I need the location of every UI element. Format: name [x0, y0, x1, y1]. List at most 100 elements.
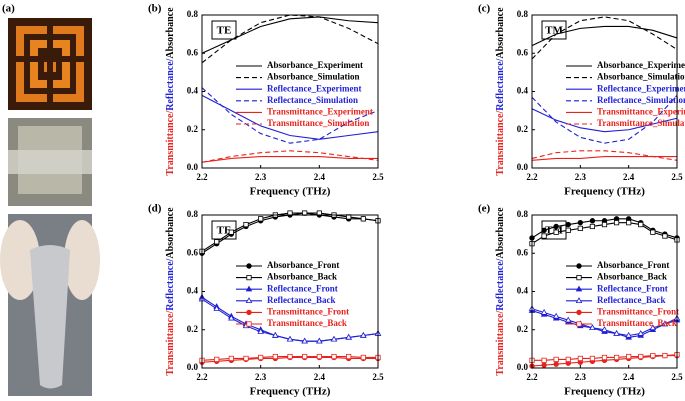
marker — [541, 233, 547, 239]
marker — [541, 227, 547, 233]
x-tick-label: 2.4 — [314, 172, 326, 182]
legend-label: Absorbance_Simulation — [267, 72, 360, 82]
y-tick-label: 0.0 — [187, 162, 199, 172]
legend-label: Transmittance_Front — [597, 306, 679, 316]
y-axis-label-part: Reflectance/ — [495, 258, 506, 310]
series-line — [201, 150, 379, 163]
legend-label: Transmittance_Experiment — [597, 106, 685, 116]
legend-label: Absorbance_Simulation — [597, 72, 685, 82]
marker — [638, 221, 644, 228]
marker — [576, 309, 582, 316]
panel-label: (b) — [148, 3, 162, 15]
y-axis-label: Transmittance/Reflectance/Absorbance — [495, 7, 506, 176]
marker — [613, 354, 620, 361]
y-tick-label: 0.4 — [187, 86, 199, 96]
marker — [213, 305, 220, 311]
series-line — [201, 87, 379, 144]
y-tick-label: 0.2 — [187, 324, 199, 334]
y-tick-label: 0.2 — [187, 124, 199, 134]
y-tick-label: 0.6 — [517, 47, 529, 57]
marker — [661, 320, 669, 327]
marker — [302, 353, 308, 360]
marker — [245, 297, 253, 303]
marker — [601, 354, 608, 361]
plot-frame — [201, 14, 379, 169]
series-line — [531, 150, 678, 161]
marker — [214, 356, 220, 362]
x-axis-label: Frequency (THz) — [250, 186, 331, 198]
marker — [287, 353, 293, 360]
marker — [662, 352, 668, 359]
legend-label: Absorbance_Front — [267, 260, 339, 270]
marker — [316, 337, 323, 344]
marker — [650, 352, 656, 359]
photo-pattern — [8, 18, 92, 110]
x-tick-label: 2.2 — [526, 372, 538, 382]
series-line — [531, 16, 678, 60]
series-line — [201, 14, 379, 64]
y-tick-label: 0.2 — [517, 124, 529, 134]
marker — [541, 357, 547, 363]
marker — [360, 354, 366, 361]
marker — [613, 220, 620, 226]
x-tick-label: 2.5 — [671, 372, 683, 382]
mode-box — [211, 20, 237, 40]
marker — [626, 353, 632, 360]
legend-label: Reflectance_Back — [597, 295, 665, 305]
marker — [613, 329, 620, 336]
marker — [589, 218, 596, 224]
marker — [553, 361, 559, 367]
y-tick-label: 0.0 — [517, 162, 529, 172]
legend-label: Reflectance_Back — [267, 295, 335, 305]
marker — [272, 331, 279, 338]
y-axis-label-part: Transmittance/ — [165, 311, 176, 376]
legend-label: Transmittance_Front — [267, 306, 349, 316]
y-tick-label: 0.4 — [187, 286, 199, 296]
legend-label: Absorbance_Front — [597, 260, 669, 270]
mode-label: TE — [217, 25, 232, 37]
y-tick-label: 0.6 — [187, 247, 199, 257]
marker — [577, 219, 584, 226]
marker — [246, 263, 252, 269]
y-axis-label-part: Reflectance/ — [495, 58, 506, 110]
panel-label: (e) — [478, 203, 491, 215]
legend-label: Transmittance_Experiment — [267, 106, 373, 116]
marker — [577, 225, 583, 231]
x-tick-label: 2.4 — [314, 372, 326, 382]
plot-frame — [201, 214, 379, 369]
marker — [246, 309, 252, 316]
marker — [575, 297, 583, 303]
y-tick-label: 0.0 — [517, 362, 529, 372]
x-tick-label: 2.5 — [372, 372, 384, 382]
marker — [272, 353, 278, 360]
marker — [637, 329, 645, 336]
y-axis-label: Transmittance/Reflectance/Absorbance — [165, 207, 176, 376]
marker — [346, 353, 352, 360]
marker — [576, 274, 582, 281]
x-axis-label: Frequency (THz) — [564, 386, 645, 398]
marker — [649, 324, 657, 331]
marker — [360, 216, 366, 222]
y-tick-label: 0.6 — [517, 247, 529, 257]
x-tick-label: 2.5 — [372, 172, 384, 182]
marker — [565, 356, 571, 362]
legend-label: Absorbance_Back — [597, 272, 667, 282]
y-tick-label: 0.4 — [517, 286, 529, 296]
marker — [258, 216, 264, 222]
marker — [553, 356, 559, 362]
y-tick-label: 0.6 — [187, 47, 199, 57]
marker — [650, 229, 656, 235]
legend-label: Absorbance_Back — [267, 272, 337, 282]
y-axis-label-part: Absorbance — [495, 7, 506, 59]
legend-label: Reflectance_Simulation — [267, 95, 358, 105]
y-axis-label-part: Absorbance — [495, 207, 506, 259]
marker — [625, 331, 632, 338]
marker — [553, 223, 559, 230]
marker — [601, 221, 608, 228]
panel-label: (c) — [478, 3, 491, 15]
series-line — [201, 16, 379, 54]
marker — [245, 285, 253, 292]
marker — [246, 321, 252, 327]
x-tick-label: 2.3 — [255, 172, 267, 182]
